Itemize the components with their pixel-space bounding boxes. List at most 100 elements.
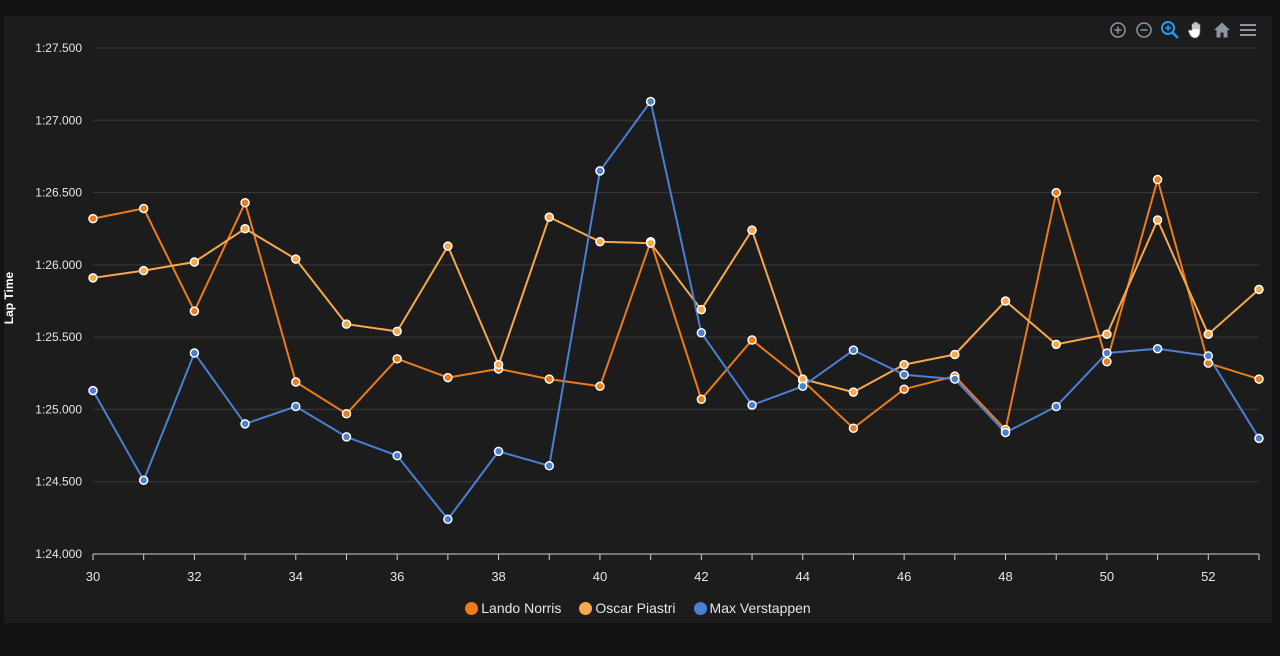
data-point xyxy=(1203,329,1214,340)
selection-zoom-icon[interactable] xyxy=(1160,20,1180,40)
data-point xyxy=(291,401,301,412)
x-tick-label: 40 xyxy=(593,569,607,584)
x-tick-label: 38 xyxy=(491,569,505,584)
series-line-0 xyxy=(92,178,1260,431)
x-tick-label: 42 xyxy=(694,569,708,584)
data-point xyxy=(138,203,149,214)
data-points xyxy=(88,96,1264,525)
data-point xyxy=(189,348,200,358)
y-tick-label: 1:25.500 xyxy=(35,330,82,344)
data-point xyxy=(950,374,960,384)
data-point xyxy=(291,254,301,264)
data-point xyxy=(848,423,859,433)
data-point xyxy=(950,349,960,360)
legend-marker xyxy=(693,601,707,615)
data-point xyxy=(443,241,453,251)
data-point xyxy=(595,166,605,176)
data-point xyxy=(341,409,352,419)
data-point xyxy=(1254,284,1264,295)
data-point xyxy=(240,419,250,429)
chart-toolbar xyxy=(1108,18,1258,42)
y-axis-title: Lap Time xyxy=(2,271,16,325)
data-point xyxy=(899,359,909,370)
data-point xyxy=(138,475,149,486)
data-point xyxy=(493,446,504,457)
x-tick-label: 46 xyxy=(897,569,911,584)
y-tick-label: 1:25.000 xyxy=(35,402,82,416)
data-point xyxy=(1254,433,1264,444)
y-tick-label: 1:27.000 xyxy=(35,113,82,127)
data-point xyxy=(696,394,707,405)
y-axis-ticks: 1:24.000 1:24.500 1:25.000 1:25.500 1:26.000… xyxy=(35,41,82,561)
data-point xyxy=(138,265,149,276)
data-point xyxy=(1102,329,1112,340)
legend-item-oscar-piastri[interactable]: Oscar Piastri xyxy=(579,600,676,616)
data-point xyxy=(88,385,98,396)
data-point xyxy=(696,328,707,338)
data-point xyxy=(189,257,200,267)
data-point xyxy=(595,236,605,247)
data-point xyxy=(291,377,301,387)
data-point xyxy=(595,381,605,392)
y-tick-label: 1:26.000 xyxy=(35,258,82,272)
x-tick-label: 50 xyxy=(1100,569,1114,584)
grid-lines xyxy=(93,47,1259,555)
x-tick-label: 34 xyxy=(289,569,303,584)
x-tick-label: 36 xyxy=(390,569,404,584)
data-point xyxy=(341,432,352,442)
data-point xyxy=(1000,427,1011,438)
legend-item-lando-norris[interactable]: Lando Norris xyxy=(465,600,561,616)
data-point xyxy=(392,354,402,364)
legend-marker xyxy=(465,601,479,615)
data-point xyxy=(1102,348,1112,358)
data-point xyxy=(696,304,707,315)
legend-item-max-verstappen[interactable]: Max Verstappen xyxy=(693,600,811,616)
x-tick-label: 30 xyxy=(86,569,100,584)
data-point xyxy=(1203,351,1214,361)
home-icon[interactable] xyxy=(1212,20,1232,40)
data-point xyxy=(544,374,555,384)
data-point xyxy=(645,238,656,248)
data-point xyxy=(797,381,808,392)
zoom-out-icon[interactable] xyxy=(1134,20,1154,40)
data-point xyxy=(341,319,352,329)
data-point xyxy=(443,372,453,383)
y-tick-label: 1:26.500 xyxy=(35,186,82,200)
x-tick-label: 48 xyxy=(998,569,1012,584)
series-line-1 xyxy=(92,216,1260,394)
data-point xyxy=(189,306,200,316)
data-point xyxy=(1152,174,1163,185)
chart-panel: 1:24.000 1:24.500 1:25.000 1:25.500 1:26.000… xyxy=(2,16,1272,623)
data-point xyxy=(88,213,98,224)
data-point xyxy=(747,335,757,345)
data-point xyxy=(544,461,555,471)
data-point xyxy=(747,400,757,410)
data-point xyxy=(645,96,656,107)
data-point xyxy=(443,514,453,525)
legend-label: Max Verstappen xyxy=(709,600,811,616)
chart-legend: Lando Norris Oscar Piastri Max Verstappe… xyxy=(4,600,1272,616)
data-point xyxy=(1254,374,1264,384)
menu-icon[interactable] xyxy=(1238,20,1258,40)
data-point xyxy=(848,387,859,397)
y-tick-label: 1:24.000 xyxy=(35,547,82,561)
data-point xyxy=(747,225,757,235)
series-line-2 xyxy=(92,100,1260,521)
data-point xyxy=(1051,339,1061,350)
data-point xyxy=(899,384,909,394)
x-axis: 30 32 34 36 38 40 42 44 46 48 50 52 xyxy=(86,554,1260,584)
data-point xyxy=(1051,187,1061,198)
x-tick-label: 44 xyxy=(796,569,810,584)
zoom-in-icon[interactable] xyxy=(1108,20,1128,40)
x-tick-label: 32 xyxy=(187,569,201,584)
data-point xyxy=(1102,356,1112,367)
data-point xyxy=(88,273,98,283)
legend-marker xyxy=(579,601,593,615)
pan-hand-icon[interactable] xyxy=(1186,20,1206,40)
data-point xyxy=(493,359,504,370)
lap-time-chart: 1:24.000 1:24.500 1:25.000 1:25.500 1:26.000… xyxy=(35,41,1264,584)
series-lines xyxy=(92,100,1260,521)
legend-label: Lando Norris xyxy=(481,600,562,616)
data-point xyxy=(240,197,250,208)
data-point xyxy=(1000,296,1011,306)
